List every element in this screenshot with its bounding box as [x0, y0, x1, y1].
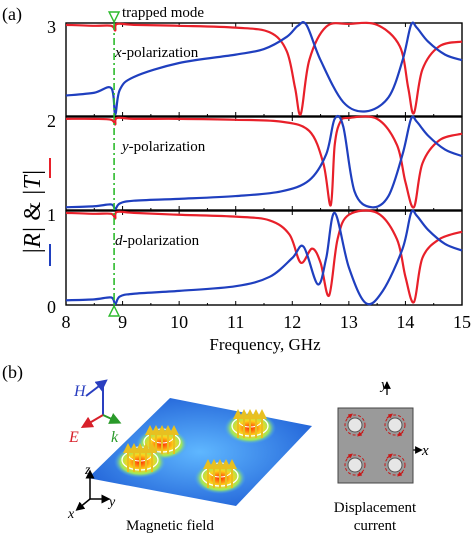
y-tick-1: 1 — [47, 205, 56, 225]
displacement-current-panel: y x — [337, 377, 429, 484]
polarization-suffix: -polarization — [129, 139, 206, 155]
hotspot — [194, 459, 246, 494]
x-tick-label: 8 — [62, 312, 71, 332]
right-axis-y: y — [379, 377, 388, 393]
displacement-caption-line1: Displacement — [334, 500, 417, 516]
polarization-letter: d — [115, 233, 123, 249]
trapped-mode-annotation: trapped mode — [122, 5, 204, 21]
trapped-mode-marker-bottom — [107, 304, 121, 317]
x-axis-label: Frequency, GHz — [209, 335, 321, 354]
polarization-title: x-polarization — [114, 45, 199, 61]
right-axis-x: x — [421, 443, 429, 459]
subplot-1: x-polarization — [65, 21, 463, 117]
series-T-line — [65, 114, 463, 211]
polarization-title: d-polarization — [115, 233, 200, 249]
polarization-letter: y — [120, 139, 129, 155]
series-T-line — [65, 21, 463, 116]
x-tick-label: 11 — [227, 312, 244, 332]
hotspots — [114, 409, 276, 494]
subplot-frame — [65, 22, 463, 117]
H-label: H — [73, 383, 87, 400]
panel-a-label: (a) — [2, 4, 22, 25]
ylabel-R: |R| — [20, 227, 46, 255]
series-T-line — [65, 209, 463, 306]
x-tick-label: 9 — [118, 312, 127, 332]
ylabel-T: |T| — [20, 169, 46, 196]
axis-z: z — [84, 463, 91, 478]
trapped-mode-marker-top — [107, 11, 121, 24]
displacement-ring — [384, 413, 406, 437]
y-tick-0: 0 — [47, 297, 56, 317]
subplot-3: d-polarization — [65, 209, 463, 306]
displacement-ring — [344, 453, 366, 477]
H-vector — [85, 379, 108, 397]
polarization-suffix: -polarization — [122, 45, 199, 61]
E-vector — [80, 414, 104, 429]
series-R-line — [65, 209, 463, 304]
panel-b-label: (b) — [2, 362, 23, 383]
x-tick-label: 13 — [340, 312, 358, 332]
magnetic-field-caption: Magnetic field — [126, 518, 214, 534]
axis-x: x — [67, 507, 75, 522]
xyz-axes: z x y — [67, 463, 116, 522]
subplot-2: y-polarization — [65, 114, 463, 211]
polarization-title: y-polarization — [120, 139, 206, 155]
hotspot — [114, 443, 166, 478]
y-tick-2: 2 — [47, 111, 56, 131]
x-tick-label: 15 — [453, 312, 471, 332]
magnetic-field-plate — [88, 398, 312, 506]
E-label: E — [68, 429, 79, 446]
axis-y: y — [107, 495, 116, 510]
polarization-suffix: -polarization — [123, 233, 200, 249]
svg-text:|R| & |T|: |R| & |T| — [20, 169, 46, 254]
y-axis-label: |R| & |T| — [20, 169, 46, 254]
x-tick-label: 10 — [170, 312, 188, 332]
field-vectors: H E k — [68, 379, 122, 446]
k-label: k — [111, 429, 119, 446]
x-tick-labels: 8 9 10 11 12 13 14 15 — [62, 312, 472, 332]
k-vector — [102, 413, 122, 424]
displacement-ring — [344, 413, 366, 437]
ylabel-amp: & — [20, 196, 46, 227]
displacement-ring — [384, 453, 406, 477]
polarization-letter: x — [114, 45, 122, 61]
hotspot — [224, 409, 276, 444]
series-R-line — [65, 21, 463, 116]
y-tick-3: 3 — [47, 17, 56, 37]
displacement-rings — [344, 413, 406, 477]
subplots-group: x-polarizationy-polarizationd-polarizati… — [65, 11, 463, 317]
x-tick-label: 14 — [396, 312, 414, 332]
series-R-line — [65, 115, 463, 209]
displacement-caption-line2: current — [354, 518, 397, 534]
x-tick-label: 12 — [283, 312, 301, 332]
